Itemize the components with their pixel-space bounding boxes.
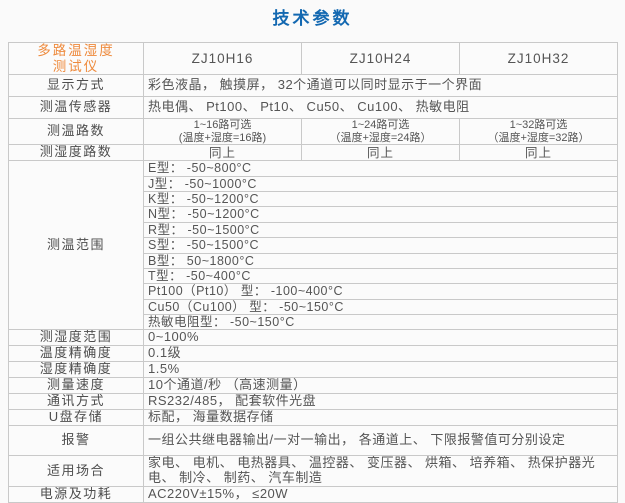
- model-column-header: ZJ10H32: [459, 41, 618, 76]
- row-temp-range-item: 热敏电阻型： -50~150°C: [9, 313, 618, 331]
- channels-line1: 1~16路可选: [193, 119, 252, 132]
- range-item: J型： -50~1000°C: [143, 175, 618, 193]
- row-label: 通讯方式: [8, 393, 144, 411]
- row-label: 测湿度路数: [8, 144, 144, 162]
- same-as-above-cell: 同上: [143, 144, 302, 162]
- product-name-cell: 多路温湿度 测试仪: [8, 41, 144, 76]
- channels-line1: 1~24路可选: [351, 119, 410, 132]
- range-item: K型： -50~1200°C: [143, 190, 618, 208]
- range-item: R型： -50~1500°C: [143, 221, 618, 239]
- row-value: AC220V±15%， ≤20W: [143, 486, 618, 503]
- row-temp-range-item: S型： -50~1500°C: [9, 237, 618, 254]
- range-item: S型： -50~1500°C: [143, 237, 618, 254]
- row-power: 电源及功耗 AC220V±15%， ≤20W: [8, 486, 618, 503]
- row-label: 测温路数: [8, 118, 144, 146]
- channels-line2: （温度+湿度=24路）: [329, 131, 432, 144]
- row-temp-sensor: 测温传感器 热电偶、 Pt100、 Pt10、 Cu50、 Cu100、 热敏电…: [8, 96, 618, 120]
- row-label: 测温传感器: [8, 96, 144, 120]
- row-value: 热电偶、 Pt100、 Pt10、 Cu50、 Cu100、 热敏电阻: [143, 96, 618, 120]
- row-label: 测湿度范围: [8, 329, 144, 347]
- row-alarm: 报警 一组公共继电器输出/一对一输出， 各通道上、 下限报警值可分别设定: [8, 425, 618, 457]
- page-title: 技术参数: [272, 9, 353, 28]
- row-humidity-channels: 测湿度路数 同上 同上 同上: [8, 144, 618, 162]
- product-name-line2: 测试仪: [52, 58, 100, 74]
- range-item: T型： -50~400°C: [143, 267, 618, 285]
- row-label: 适用场合: [8, 455, 144, 488]
- same-as-above-cell: 同上: [301, 144, 460, 162]
- product-name-line1: 多路温湿度: [37, 43, 115, 58]
- row-usb-storage: U盘存储 标配， 海量数据存储: [8, 409, 618, 427]
- row-value: 标配， 海量数据存储: [143, 409, 618, 427]
- range-item: B型： 50~1800°C: [143, 252, 618, 269]
- row-temp-channels: 测温路数 1~16路可选 (温度+湿度=16路) 1~24路可选 （温度+湿度=…: [8, 118, 618, 146]
- row-value: 彩色液晶， 触摸屏， 32个通道可以同时显示于一个界面: [143, 74, 618, 98]
- channels-line1: 1~32路可选: [509, 119, 568, 132]
- row-temp-range: 测温范围 E型： -50~800°C: [8, 160, 618, 331]
- row-value: 1.5%: [143, 361, 618, 379]
- channels-cell: 1~32路可选 （温度+湿度=32路）: [459, 118, 618, 146]
- row-label: U盘存储: [8, 409, 144, 427]
- range-item: Cu50（Cu100） 型： -50~150°C: [143, 298, 618, 316]
- row-label: 电源及功耗: [8, 486, 144, 503]
- model-column-header: ZJ10H16: [143, 41, 302, 76]
- row-value: RS232/485， 配套软件光盘: [143, 393, 618, 411]
- header-row: 多路温湿度 测试仪 ZJ10H16 ZJ10H24 ZJ10H32: [8, 41, 618, 76]
- row-display-method: 显示方式 彩色液晶， 触摸屏， 32个通道可以同时显示于一个界面: [8, 74, 618, 98]
- row-label: 测温范围: [8, 160, 144, 331]
- range-item: N型： -50~1200°C: [143, 206, 618, 223]
- range-item: Pt100（Pt10） 型： -100~400°C: [143, 283, 618, 300]
- channels-cell: 1~24路可选 （温度+湿度=24路）: [301, 118, 460, 146]
- row-humidity-accuracy: 湿度精确度 1.5%: [8, 361, 618, 379]
- row-label: 温度精确度: [8, 345, 144, 363]
- model-column-header: ZJ10H24: [301, 41, 460, 76]
- channels-cell: 1~16路可选 (温度+湿度=16路): [143, 118, 302, 146]
- row-measure-speed: 测量速度 10个通道/秒 （高速测量）: [8, 377, 618, 395]
- channels-line2: (温度+湿度=16路): [178, 131, 267, 144]
- channels-line2: （温度+湿度=32路）: [487, 131, 590, 144]
- row-communication: 通讯方式 RS232/485， 配套软件光盘: [8, 393, 618, 411]
- range-item: E型： -50~800°C: [143, 160, 618, 177]
- spec-table: 多路温湿度 测试仪 ZJ10H16 ZJ10H24 ZJ10H32 显示方式 彩…: [8, 41, 618, 503]
- range-item: 热敏电阻型： -50~150°C: [143, 313, 618, 331]
- row-label: 显示方式: [8, 74, 144, 98]
- row-value: 0~100%: [143, 329, 618, 347]
- same-as-above-cell: 同上: [459, 144, 618, 162]
- row-temp-accuracy: 温度精确度 0.1级: [8, 345, 618, 363]
- row-label: 测量速度: [8, 377, 144, 395]
- row-value: 10个通道/秒 （高速测量）: [143, 377, 618, 395]
- row-value: 一组公共继电器输出/一对一输出， 各通道上、 下限报警值可分别设定: [143, 425, 618, 457]
- row-temp-range-item: Cu50（Cu100） 型： -50~150°C: [9, 298, 618, 316]
- row-label: 报警: [8, 425, 144, 457]
- row-label: 湿度精确度: [8, 361, 144, 379]
- row-humidity-range: 测湿度范围 0~100%: [8, 329, 618, 347]
- row-applications: 适用场合 家电、 电机、 电热器具、 温控器、 变压器、 烘箱、 培养箱、 热保…: [8, 455, 618, 488]
- row-value: 家电、 电机、 电热器具、 温控器、 变压器、 烘箱、 培养箱、 热保护器光电、…: [143, 455, 618, 488]
- row-value: 0.1级: [143, 345, 618, 363]
